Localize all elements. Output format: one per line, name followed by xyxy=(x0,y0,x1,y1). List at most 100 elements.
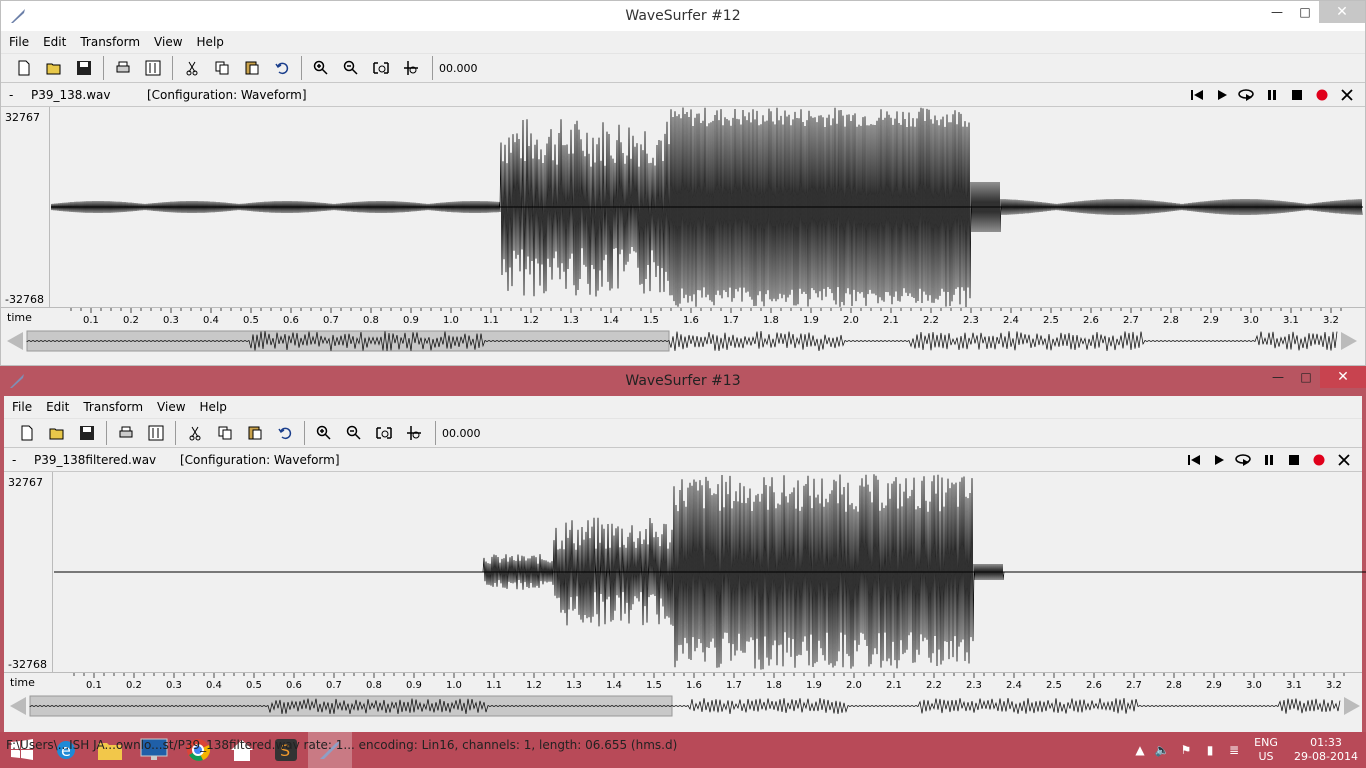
open-button[interactable] xyxy=(42,420,72,446)
home-taskbar-button[interactable] xyxy=(220,732,264,768)
time-axis[interactable]: time 0.1 0.2 0.3 0.4 0.5 0.6 0.7 0.8 0.9 1.0 1.1 1.… xyxy=(4,672,1362,694)
time-axis[interactable]: time 0.1 0.2 0.3 0.4 0.5 0.6 0.7 0.8 0.9 1.0 1.1 1.… xyxy=(1,307,1365,329)
menu-file[interactable]: File xyxy=(9,35,30,49)
time-tick-label: 0.3 xyxy=(163,315,179,326)
cut-button[interactable] xyxy=(180,420,210,446)
time-tick-label: 0.1 xyxy=(83,315,99,326)
properties-button[interactable] xyxy=(141,420,171,446)
explorer-taskbar-button[interactable] xyxy=(88,732,132,768)
new-button[interactable] xyxy=(9,55,39,81)
save-button[interactable] xyxy=(72,420,102,446)
title-bar[interactable]: WaveSurfer #12 — □ ✕ xyxy=(1,1,1365,31)
overview-scrollbar[interactable] xyxy=(1,329,1365,353)
record-button[interactable] xyxy=(1309,86,1334,104)
record-icon xyxy=(1313,454,1324,466)
save-button[interactable] xyxy=(69,55,99,81)
skip-start-icon xyxy=(1190,90,1203,100)
pane-menu-dash[interactable]: - xyxy=(12,452,17,467)
overview-waveform[interactable] xyxy=(5,329,1359,353)
maximize-button[interactable]: □ xyxy=(1300,370,1312,384)
undo-button[interactable] xyxy=(267,55,297,81)
waveform-pane[interactable]: 32767 -32768 xyxy=(1,107,1365,307)
menu-file[interactable]: File xyxy=(12,400,33,414)
rewind-button[interactable] xyxy=(1181,451,1206,469)
waveform-plot[interactable] xyxy=(51,107,1363,307)
wavesurfer-taskbar-button[interactable] xyxy=(308,732,352,768)
record-icon xyxy=(1316,89,1327,101)
play-loop-button[interactable] xyxy=(1231,451,1256,469)
tray-overflow-icon[interactable]: ▲ xyxy=(1135,743,1145,757)
copy-button[interactable] xyxy=(210,420,240,446)
sound-header: - P39_138.wav [Configuration: Waveform] xyxy=(1,83,1365,107)
properties-button[interactable] xyxy=(138,55,168,81)
pane-menu-dash[interactable]: - xyxy=(9,87,14,102)
paste-button[interactable] xyxy=(240,420,270,446)
system-tray: ▲ 🔈 ⚑ ▮ ≣ ENG US 01:33 29-08-2014 xyxy=(1130,732,1366,768)
start-button[interactable] xyxy=(0,732,44,768)
record-button[interactable] xyxy=(1306,451,1331,469)
copy-icon xyxy=(215,61,229,75)
clock[interactable]: 01:33 29-08-2014 xyxy=(1286,736,1366,764)
menu-edit[interactable]: Edit xyxy=(46,400,70,414)
lenovo-taskbar-button[interactable] xyxy=(132,732,176,768)
cut-button[interactable] xyxy=(177,55,207,81)
time-tick-label: 2.4 xyxy=(1003,315,1019,326)
menu-help[interactable]: Help xyxy=(196,35,224,49)
play-button[interactable] xyxy=(1209,86,1234,104)
undo-button[interactable] xyxy=(270,420,300,446)
play-loop-button[interactable] xyxy=(1234,86,1259,104)
menu-transform[interactable]: Transform xyxy=(80,35,141,49)
pause-button[interactable] xyxy=(1256,451,1281,469)
menu-help[interactable]: Help xyxy=(199,400,227,414)
new-button[interactable] xyxy=(12,420,42,446)
overview-scrollbar[interactable] xyxy=(4,694,1362,718)
stop-button[interactable] xyxy=(1281,451,1306,469)
zoom-out-button[interactable] xyxy=(336,55,366,81)
chrome-taskbar-button[interactable] xyxy=(176,732,220,768)
time-tick-label: 1.7 xyxy=(726,680,742,691)
maximize-button[interactable]: □ xyxy=(1299,5,1311,19)
menu-view[interactable]: View xyxy=(154,35,183,49)
zoom-fit-button[interactable] xyxy=(366,55,396,81)
waveform-plot[interactable] xyxy=(54,472,1366,672)
battery-icon[interactable]: ▮ xyxy=(1206,743,1214,757)
sublime-taskbar-button[interactable]: S xyxy=(264,732,308,768)
copy-button[interactable] xyxy=(207,55,237,81)
ie-taskbar-button[interactable]: e xyxy=(44,732,88,768)
pause-button[interactable] xyxy=(1259,86,1284,104)
title-bar[interactable]: WaveSurfer #13 — □ ✕ xyxy=(0,366,1366,396)
action-center-icon[interactable]: ⚑ xyxy=(1180,743,1192,757)
open-button[interactable] xyxy=(39,55,69,81)
wavesurfer-app-icon xyxy=(10,374,24,388)
time-tick-label: 0.5 xyxy=(246,680,262,691)
print-button[interactable] xyxy=(111,420,141,446)
language-indicator[interactable]: ENG US xyxy=(1246,736,1286,764)
close-button[interactable]: ✕ xyxy=(1320,366,1366,388)
minimize-button[interactable]: — xyxy=(1271,5,1283,19)
waveform-pane[interactable]: 32767 -32768 xyxy=(4,472,1366,672)
play-button[interactable] xyxy=(1206,451,1231,469)
zoom-selection-button[interactable] xyxy=(396,55,426,81)
stop-button[interactable] xyxy=(1284,86,1309,104)
time-tick-label: 0.6 xyxy=(283,315,299,326)
minimize-button[interactable]: — xyxy=(1272,370,1284,384)
network-icon[interactable]: ≣ xyxy=(1228,743,1240,757)
undo-icon xyxy=(275,62,289,75)
zoom-fit-button[interactable] xyxy=(369,420,399,446)
zoom-selection-button[interactable] xyxy=(399,420,429,446)
zoom-in-button[interactable] xyxy=(306,55,336,81)
paste-button[interactable] xyxy=(237,55,267,81)
close-button[interactable]: ✕ xyxy=(1319,1,1365,23)
menu-view[interactable]: View xyxy=(157,400,186,414)
zoom-in-button[interactable] xyxy=(309,420,339,446)
close-pane-button[interactable] xyxy=(1334,86,1359,104)
menu-edit[interactable]: Edit xyxy=(43,35,67,49)
copy-icon xyxy=(218,426,232,440)
overview-waveform[interactable] xyxy=(8,694,1362,718)
zoom-out-button[interactable] xyxy=(339,420,369,446)
menu-transform[interactable]: Transform xyxy=(83,400,144,414)
close-pane-button[interactable] xyxy=(1331,451,1356,469)
rewind-button[interactable] xyxy=(1184,86,1209,104)
volume-icon[interactable]: 🔈 xyxy=(1154,743,1170,757)
print-button[interactable] xyxy=(108,55,138,81)
